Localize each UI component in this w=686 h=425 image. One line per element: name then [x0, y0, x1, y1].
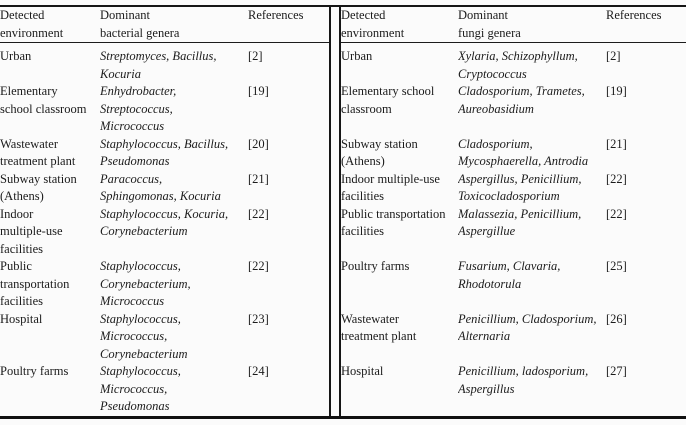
reference-cell-left: [19] — [248, 84, 269, 98]
bacterial-genera-cell: Enhydrobacter, Streptococcus, Micrococcu… — [100, 84, 177, 133]
fungi-genera-cell: Aspergillus, Penicillium, Toxicocladospo… — [458, 171, 582, 204]
reference-cell-right: [19] — [606, 84, 627, 98]
fungi-genera-cell: Xylaria, Schizophyllum, Cryptococcus — [458, 49, 578, 81]
header-dominant-bacterial-genera: Dominant bacterial genera — [100, 6, 248, 43]
environment-cell-right: Public transportation facilities — [341, 206, 446, 239]
reference-cell-left: [24] — [248, 364, 269, 378]
header-dominant-fungi-genera: Dominant fungi genera — [458, 6, 606, 43]
header-references-right: References — [606, 6, 686, 43]
header-row: Detected environment Dominant bacterial … — [0, 6, 686, 43]
environment-cell-right: Elementary school classroom — [341, 84, 435, 116]
panel-divider — [329, 83, 341, 136]
table-row: Elementary school classroom Enhydrobacter… — [0, 83, 686, 136]
table-row: Hospital Staphylococcus, Micrococcus, Cor… — [0, 310, 686, 363]
fungi-genera-cell: Penicillium, ladosporium, Aspergillus — [458, 364, 589, 396]
table-row: Poultry farms Staphylococcus, Micrococcus… — [0, 363, 686, 417]
fungi-genera-cell: Fusarium, Clavaria, Rhodotorula — [458, 259, 561, 291]
fungi-genera-cell: Penicillium, Cladosporium, Alternaria — [458, 311, 597, 344]
environment-cell-left: Wastewater treatment plant — [0, 136, 76, 169]
reference-cell-right: [27] — [606, 364, 627, 378]
table-row: Urban Streptomyces, Bacillus, Kocuria [2] U… — [0, 42, 686, 83]
environment-cell-left: Public transportation facilities — [0, 259, 70, 308]
reference-cell-left: [22] — [248, 206, 269, 221]
fungi-genera-cell: Cladosporium, Trametes, Aureobasidium — [458, 84, 585, 116]
environment-cell-right: Poultry farms — [341, 259, 410, 273]
environment-cell-left: Subway station (Athens) — [0, 171, 77, 204]
environment-cell-left: Hospital — [0, 311, 43, 326]
header-references-left: References — [248, 6, 330, 43]
reference-cell-right: [21] — [606, 136, 627, 151]
environment-cell-right: Hospital — [341, 364, 384, 378]
header-detected-environment-right: Detected environment — [340, 6, 458, 43]
panel-divider — [329, 363, 341, 417]
panel-divider — [329, 170, 341, 206]
table-row: Indoor multiple-use facilities Staphyloco… — [0, 205, 686, 258]
reference-cell-right: [22] — [606, 171, 627, 186]
header-detected-environment-left: Detected environment — [0, 6, 100, 43]
panel-divider — [329, 135, 341, 171]
panel-divider — [329, 258, 341, 311]
bacterial-genera-cell: Staphylococcus, Kocuria, Corynebacterium — [100, 206, 229, 239]
environment-cell-left: Elementary school classroom — [0, 84, 87, 116]
environment-cell-left: Urban — [0, 49, 32, 63]
reference-cell-left: [23] — [248, 311, 269, 326]
bacterial-genera-cell: Paracoccus, Sphingomonas, Kocuria — [100, 171, 221, 204]
bacterial-genera-cell: Staphylococcus, Bacillus, Pseudomonas — [100, 136, 229, 169]
reference-cell-left: [20] — [248, 136, 269, 151]
detected-environment-genera-table: Detected environment Dominant bacterial … — [0, 5, 686, 419]
table-row: Public transportation facilities Staphylo… — [0, 258, 686, 311]
table-body: Urban Streptomyces, Bacillus, Kocuria [2] U… — [0, 42, 686, 417]
reference-cell-right: [2] — [606, 49, 621, 63]
table-row: Wastewater treatment plant Staphylococcus… — [0, 135, 686, 171]
bacterial-genera-cell: Staphylococcus, Micrococcus, Pseudomonas — [100, 364, 181, 413]
environment-cell-left: Poultry farms — [0, 364, 69, 378]
bacterial-genera-cell: Staphylococcus, Corynebacterium, Microco… — [100, 259, 191, 308]
bacterial-genera-cell: Streptomyces, Bacillus, Kocuria — [100, 49, 217, 81]
environment-cell-right: Wastewater treatment plant — [341, 311, 417, 344]
panel-divider — [329, 6, 341, 43]
reference-cell-left: [22] — [248, 259, 269, 273]
bacterial-genera-cell: Staphylococcus, Micrococcus, Corynebacte… — [100, 311, 188, 361]
environment-cell-left: Indoor multiple-use facilities — [0, 206, 63, 256]
fungi-genera-cell: Cladosporium, Mycosphaerella, Antrodia — [458, 136, 589, 169]
reference-cell-right: [26] — [606, 311, 627, 326]
panel-divider — [329, 42, 341, 83]
reference-cell-left: [2] — [248, 49, 263, 63]
reference-cell-right: [22] — [606, 206, 627, 221]
table-header: Detected environment Dominant bacterial … — [0, 6, 686, 43]
reference-cell-right: [25] — [606, 259, 627, 273]
table-row: Subway station (Athens) Paracoccus, Sphin… — [0, 170, 686, 206]
environment-cell-right: Urban — [341, 49, 373, 63]
environment-cell-right: Indoor multiple-use facilities — [341, 171, 440, 204]
reference-cell-left: [21] — [248, 171, 269, 186]
fungi-genera-cell: Malassezia, Penicillium, Aspergillue — [458, 206, 582, 239]
panel-divider — [329, 310, 341, 363]
panel-divider — [329, 205, 341, 258]
environment-cell-right: Subway station (Athens) — [341, 136, 418, 169]
